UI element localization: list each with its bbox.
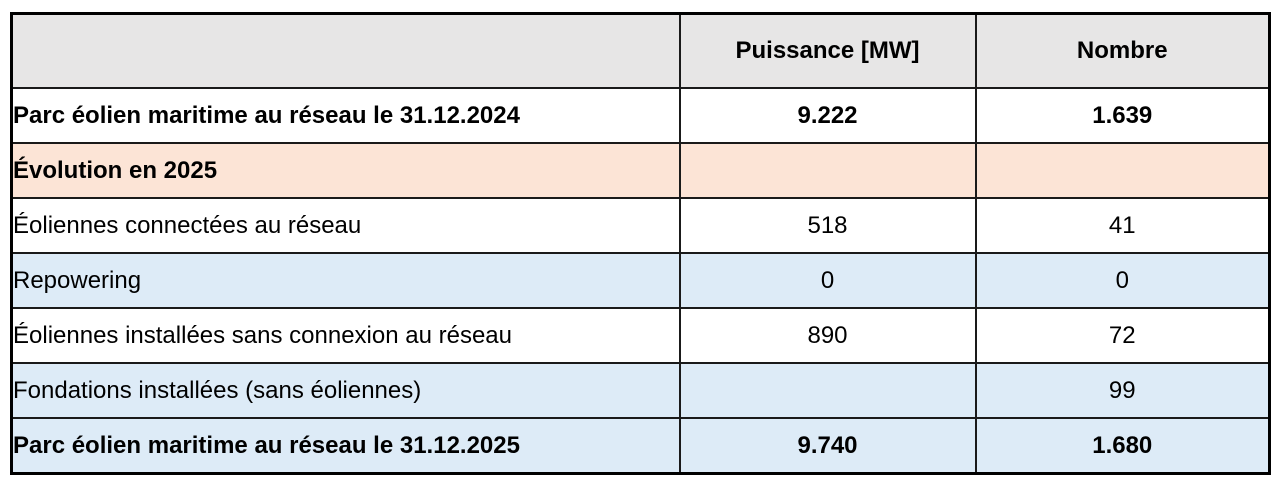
nombre-value: 0 [974,252,1271,309]
table-row-repowering: Repowering 0 0 [10,252,1271,309]
row-label: Parc éolien maritime au réseau le 31.12.… [10,417,681,475]
row-label: Éoliennes connectées au réseau [10,197,681,254]
table-row-parc-2024: Parc éolien maritime au réseau le 31.12.… [10,87,1271,144]
puissance-value: 9.740 [678,417,977,475]
header-nombre: Nombre [974,12,1271,89]
nombre-value: 99 [974,362,1271,419]
table-row-fondations: Fondations installées (sans éoliennes) 9… [10,362,1271,419]
puissance-value: 890 [678,307,977,364]
row-label: Évolution en 2025 [10,142,681,199]
puissance-value: 9.222 [678,87,977,144]
table-row-evolution-2025: Évolution en 2025 [10,142,1271,199]
nombre-value: 1.639 [974,87,1271,144]
nombre-value: 41 [974,197,1271,254]
table-row-eoliennes-connectees: Éoliennes connectées au réseau 518 41 [10,197,1271,254]
puissance-value [678,362,977,419]
header-puissance: Puissance [MW] [678,12,977,89]
table-row-eoliennes-sans-connexion: Éoliennes installées sans connexion au r… [10,307,1271,364]
nombre-value: 1.680 [974,417,1271,475]
row-label: Fondations installées (sans éoliennes) [10,362,681,419]
puissance-value: 518 [678,197,977,254]
header-empty-cell [10,12,681,89]
row-label: Repowering [10,252,681,309]
table-row-parc-2025: Parc éolien maritime au réseau le 31.12.… [10,417,1271,475]
nombre-value: 72 [974,307,1271,364]
puissance-value [678,142,977,199]
table-header-row: Puissance [MW] Nombre [10,12,1271,89]
wind-farm-table-container: Puissance [MW] Nombre Parc éolien mariti… [10,12,1271,475]
row-label: Éoliennes installées sans connexion au r… [10,307,681,364]
puissance-value: 0 [678,252,977,309]
nombre-value [974,142,1271,199]
row-label: Parc éolien maritime au réseau le 31.12.… [10,87,681,144]
wind-farm-table: Puissance [MW] Nombre Parc éolien mariti… [10,12,1271,475]
